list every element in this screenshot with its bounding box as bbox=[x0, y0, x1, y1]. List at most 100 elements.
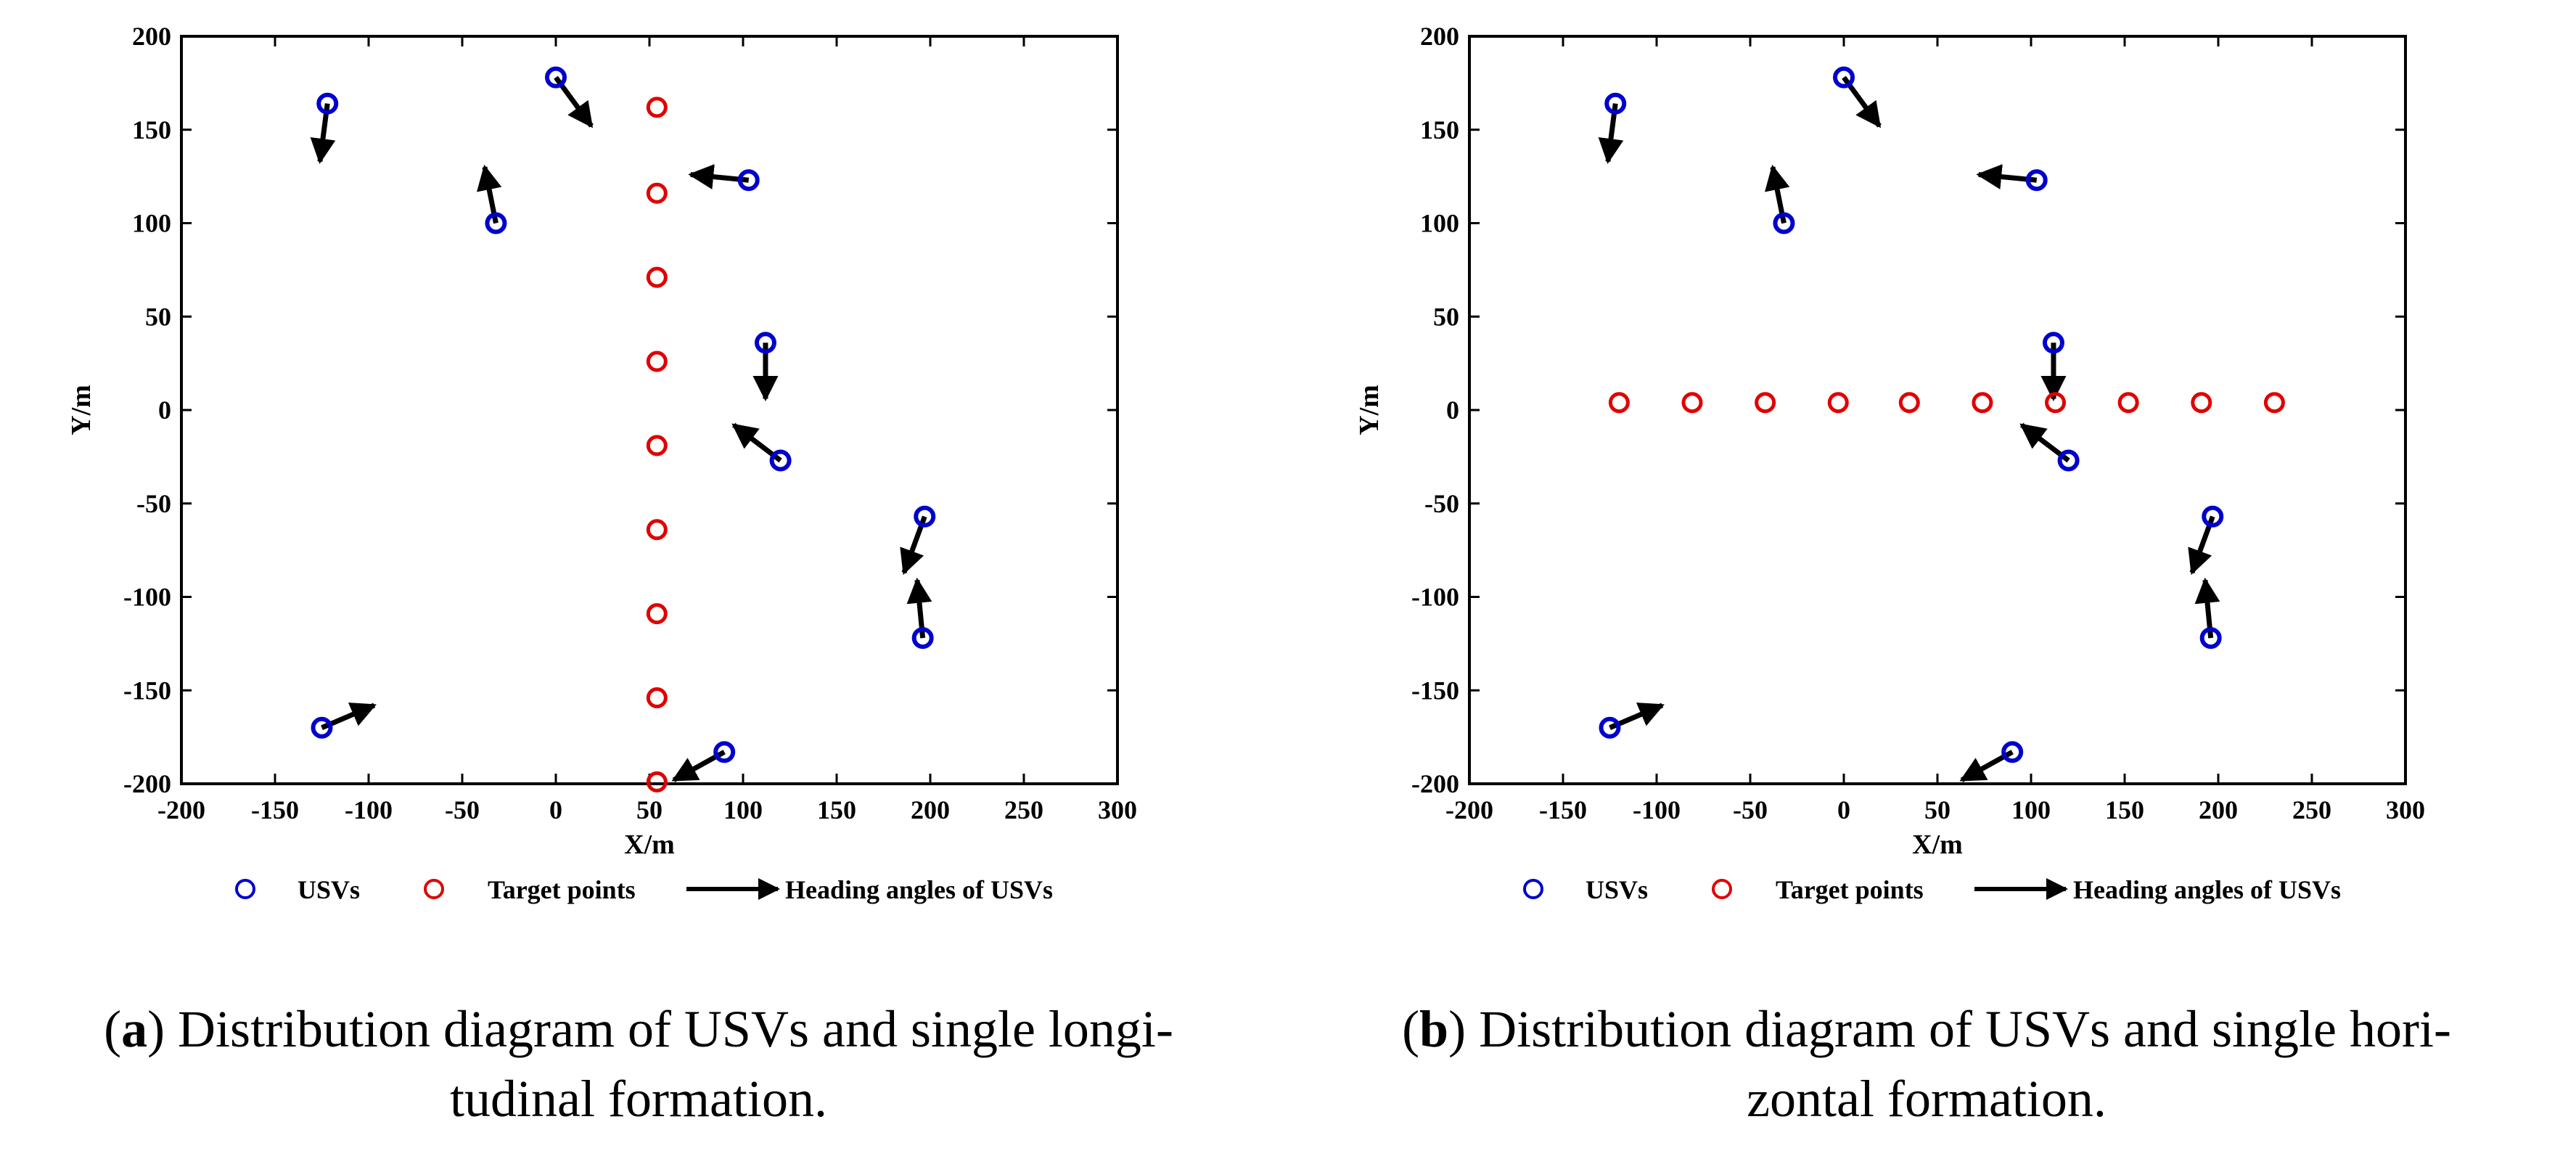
target-point bbox=[1972, 392, 1993, 414]
x-tick-label: 50 bbox=[636, 795, 663, 824]
target-point bbox=[1681, 392, 1703, 414]
target-point bbox=[1755, 392, 1776, 414]
legend-usv-label: USVs bbox=[298, 875, 360, 904]
x-tick-label: -150 bbox=[251, 795, 299, 824]
usv-point bbox=[2057, 449, 2080, 472]
target-point bbox=[2117, 392, 2139, 414]
target-point bbox=[646, 182, 668, 204]
usv-point bbox=[737, 169, 760, 192]
x-tick-label: -150 bbox=[1539, 795, 1587, 824]
x-tick-label: 200 bbox=[911, 795, 950, 824]
legend-usv-marker bbox=[1523, 879, 1543, 899]
y-tick-label: -50 bbox=[1424, 489, 1459, 518]
y-tick-label: -150 bbox=[1411, 676, 1459, 705]
target-point bbox=[1898, 392, 1920, 414]
y-axis-label: Y/m bbox=[1354, 385, 1385, 435]
caption-a: (a) Distribution diagram of USVs and sin… bbox=[104, 1000, 1173, 1128]
y-tick-label: -200 bbox=[123, 769, 171, 798]
target-point bbox=[646, 435, 668, 456]
legend-target-label: Target points bbox=[1776, 875, 1924, 904]
x-tick-label: -200 bbox=[1445, 795, 1493, 824]
usv-point bbox=[769, 449, 792, 472]
caption-line-2: tudinal formation. bbox=[450, 1070, 827, 1128]
chart-b: -200 -150 -100 -50 0 50 100 150 200 250 300 200 150 1… bbox=[1354, 22, 2425, 904]
usv-point bbox=[911, 627, 934, 650]
target-point bbox=[646, 351, 668, 372]
x-tick-label: -50 bbox=[1733, 795, 1768, 824]
usv-point bbox=[914, 505, 936, 528]
x-tick-label: 0 bbox=[549, 795, 562, 824]
x-tick-label: 150 bbox=[817, 795, 856, 824]
legend-heading-label: Heading angles of USVs bbox=[2073, 875, 2341, 904]
target-point bbox=[2263, 392, 2285, 414]
usv-point bbox=[545, 66, 567, 89]
target-point bbox=[646, 266, 668, 288]
target-point bbox=[2045, 392, 2067, 414]
usv-point bbox=[311, 716, 333, 739]
usv-point bbox=[1773, 212, 1795, 234]
chart-a: -200 -150 -100 -50 0 50 100 150 200 250 300 200 150 1… bbox=[66, 22, 1137, 904]
legend-target-marker bbox=[1712, 879, 1732, 899]
legend-usv-marker bbox=[235, 879, 255, 899]
usv-point bbox=[2199, 627, 2222, 650]
y-tick-label: 50 bbox=[145, 302, 171, 331]
x-tick-label: 300 bbox=[2386, 795, 2425, 824]
usv-point bbox=[2202, 505, 2224, 528]
usv-point bbox=[316, 92, 339, 115]
y-tick-label: 100 bbox=[132, 209, 171, 238]
target-point bbox=[646, 687, 668, 709]
caption-line-1: Distribution diagram of USVs and single … bbox=[178, 1000, 1173, 1058]
target-point bbox=[646, 519, 668, 541]
x-tick-label: 250 bbox=[1004, 795, 1043, 824]
panel-b: -200 -150 -100 -50 0 50 100 150 200 250 300 200 150 1… bbox=[1288, 0, 2576, 1151]
y-tick-label: 100 bbox=[1420, 209, 1459, 238]
caption-letter: b bbox=[1419, 1000, 1449, 1058]
target-point bbox=[1608, 392, 1630, 414]
y-tick-label: 50 bbox=[1433, 302, 1459, 331]
x-tick-label: -50 bbox=[445, 795, 480, 824]
legend-target-label: Target points bbox=[488, 875, 636, 904]
y-axis-label: Y/m bbox=[66, 385, 97, 435]
usv-point bbox=[754, 332, 776, 354]
caption-b: (b) Distribution diagram of USVs and sin… bbox=[1402, 1000, 2451, 1128]
x-tick-label: 50 bbox=[1924, 795, 1951, 824]
y-tick-label: -150 bbox=[123, 676, 171, 705]
x-tick-label: 250 bbox=[2292, 795, 2331, 824]
target-point bbox=[2191, 392, 2212, 414]
y-tick-label: -100 bbox=[123, 583, 171, 612]
x-axis-label: X/m bbox=[1912, 830, 1963, 860]
x-tick-label: 150 bbox=[2105, 795, 2144, 824]
target-point bbox=[1827, 392, 1849, 414]
y-tick-label: 200 bbox=[132, 22, 171, 51]
x-tick-label: 300 bbox=[1098, 795, 1137, 824]
usv-point bbox=[1833, 66, 1855, 89]
target-point bbox=[646, 771, 668, 792]
usv-point bbox=[1599, 716, 1621, 739]
caption-line-1: Distribution diagram of USVs and single … bbox=[1479, 1000, 2451, 1058]
y-tick-label: 0 bbox=[158, 396, 171, 425]
target-point bbox=[646, 603, 668, 625]
caption-letter: a bbox=[121, 1000, 148, 1058]
x-tick-label: -100 bbox=[1633, 795, 1681, 824]
y-tick-label: 150 bbox=[132, 115, 171, 144]
legend-target-marker bbox=[424, 879, 444, 899]
usv-point bbox=[2042, 332, 2064, 354]
y-tick-label: 200 bbox=[1420, 22, 1459, 51]
x-tick-label: 0 bbox=[1837, 795, 1850, 824]
usv-point bbox=[713, 741, 736, 763]
legend-usv-label: USVs bbox=[1586, 875, 1648, 904]
x-axis-label: X/m bbox=[624, 830, 675, 860]
usv-point bbox=[485, 212, 507, 234]
target-point bbox=[646, 97, 668, 118]
y-tick-label: -100 bbox=[1411, 583, 1459, 612]
y-tick-label: -50 bbox=[136, 489, 171, 518]
y-tick-label: 150 bbox=[1420, 115, 1459, 144]
x-tick-label: -100 bbox=[345, 795, 393, 824]
y-tick-label: 0 bbox=[1446, 396, 1459, 425]
x-tick-label: 100 bbox=[2011, 795, 2051, 824]
x-tick-label: 200 bbox=[2199, 795, 2238, 824]
legend-heading-label: Heading angles of USVs bbox=[785, 875, 1053, 904]
usv-point bbox=[1604, 92, 1627, 115]
x-tick-label: 100 bbox=[723, 795, 763, 824]
usv-point bbox=[2025, 169, 2048, 192]
